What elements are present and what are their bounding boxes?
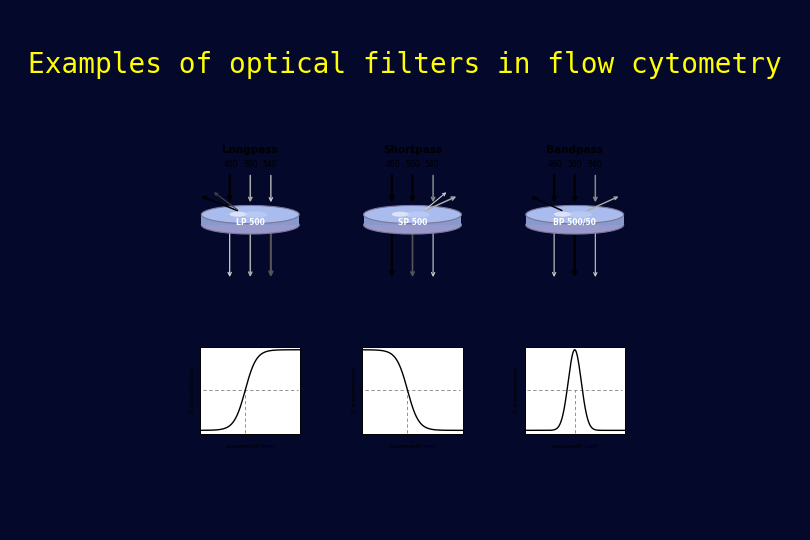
Text: BP 500/50: BP 500/50 bbox=[553, 218, 596, 227]
Ellipse shape bbox=[364, 205, 462, 224]
Ellipse shape bbox=[567, 211, 592, 218]
Ellipse shape bbox=[202, 205, 299, 224]
Ellipse shape bbox=[229, 212, 246, 217]
Ellipse shape bbox=[554, 212, 571, 217]
Bar bbox=[525, 347, 625, 434]
Text: wavelength (nm): wavelength (nm) bbox=[551, 444, 599, 449]
Text: 540: 540 bbox=[587, 160, 602, 170]
Text: Bandpass: Bandpass bbox=[546, 145, 603, 155]
Text: 540: 540 bbox=[262, 160, 277, 170]
Text: 540: 540 bbox=[424, 160, 439, 170]
Text: 500: 500 bbox=[243, 160, 258, 170]
Text: wavelength (nm): wavelength (nm) bbox=[389, 444, 436, 449]
Text: % transmittance: % transmittance bbox=[190, 368, 195, 413]
Ellipse shape bbox=[243, 211, 267, 218]
Text: wavelength (nm): wavelength (nm) bbox=[227, 444, 274, 449]
Bar bbox=[526, 214, 624, 225]
Text: % transmittance: % transmittance bbox=[514, 368, 519, 413]
Text: 460: 460 bbox=[548, 160, 562, 170]
Ellipse shape bbox=[364, 216, 462, 234]
Bar bbox=[364, 214, 462, 225]
Text: LP 500: LP 500 bbox=[236, 218, 265, 227]
Ellipse shape bbox=[392, 212, 409, 217]
Text: SP 500: SP 500 bbox=[398, 218, 427, 227]
Text: 460: 460 bbox=[224, 160, 238, 170]
Bar bbox=[362, 347, 463, 434]
Text: 500: 500 bbox=[405, 160, 420, 170]
Ellipse shape bbox=[405, 211, 429, 218]
Text: Longpass: Longpass bbox=[223, 145, 278, 155]
Text: % transmittance: % transmittance bbox=[352, 368, 357, 413]
Ellipse shape bbox=[526, 216, 624, 234]
Ellipse shape bbox=[526, 205, 624, 224]
Text: 460: 460 bbox=[386, 160, 400, 170]
Bar bbox=[202, 214, 299, 225]
Text: 500: 500 bbox=[568, 160, 582, 170]
Text: Examples of optical filters in flow cytometry: Examples of optical filters in flow cyto… bbox=[28, 51, 782, 79]
Text: Shortpass: Shortpass bbox=[383, 145, 442, 155]
Ellipse shape bbox=[202, 216, 299, 234]
Bar bbox=[200, 347, 301, 434]
